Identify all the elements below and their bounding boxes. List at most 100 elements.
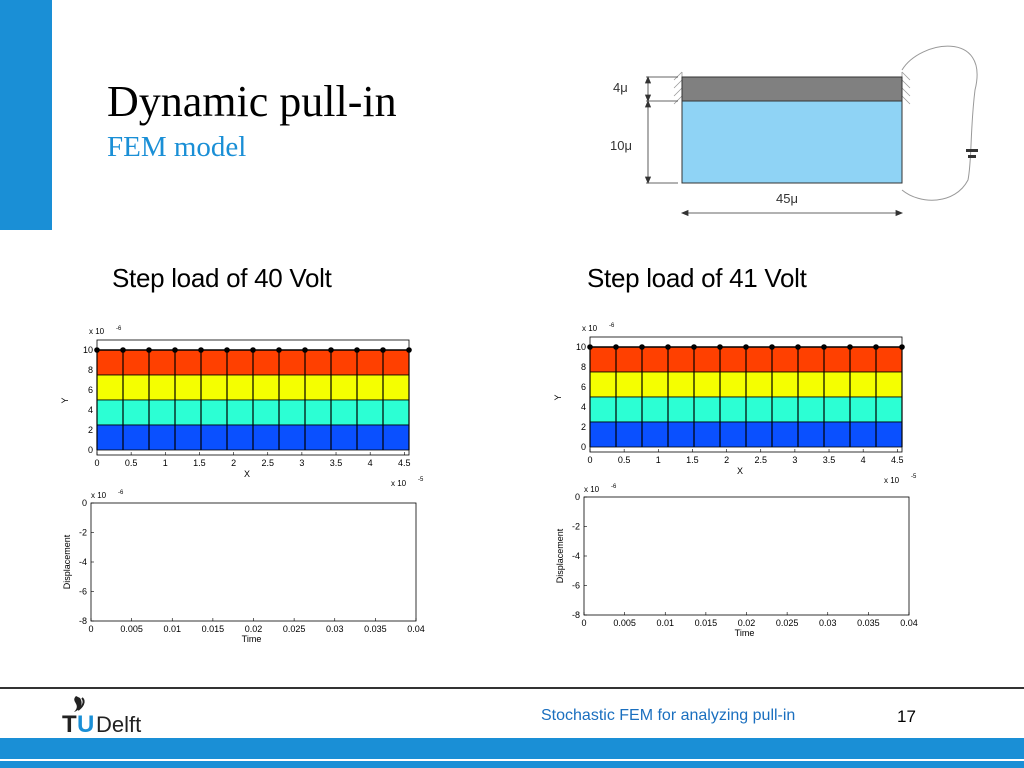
bottom-band xyxy=(0,738,1024,768)
y-tick-label: -6 xyxy=(79,587,87,597)
slide-subtitle: FEM model xyxy=(107,131,247,163)
x-tick-label: 0 xyxy=(88,624,93,634)
y-tick-label: 2 xyxy=(88,425,93,435)
y-tick-label: 0 xyxy=(575,492,580,502)
y-scale-exponent: -6 xyxy=(116,326,122,332)
x-tick-label: 0.01 xyxy=(656,618,674,628)
y-axis-label: Y xyxy=(553,394,563,400)
caption-41v: Step load of 41 Volt xyxy=(587,263,807,293)
mesh-plot-41v: 0 0.5 1 1.5 2 2.5 3 3.5 4 4.5 10 8 6 4 2 0 X Yx 10 -6 x 10 -… xyxy=(553,323,917,485)
y-tick-label: -4 xyxy=(572,551,580,561)
y-tick-label: 0 xyxy=(581,442,586,452)
x-axis-label: X xyxy=(244,469,250,479)
gap-rect xyxy=(681,100,903,184)
x-tick-label: 0.03 xyxy=(326,624,344,634)
disp-frame xyxy=(583,496,910,616)
x-tick-label: 0.5 xyxy=(618,455,631,465)
x-tick-label: 2 xyxy=(724,455,729,465)
y-tick-label: 6 xyxy=(581,382,586,392)
y-tick-label: 10 xyxy=(83,345,93,355)
y-tick-label: -8 xyxy=(79,616,87,626)
y-scale-label: x 10 xyxy=(91,491,107,500)
circuit-wire xyxy=(901,45,978,201)
x-tick-label: 4 xyxy=(368,458,373,468)
y-tick-label: 0 xyxy=(88,445,93,455)
displacement-plot-41v: 0 0.005 0.01 0.015 0.02 0.025 0.03 0.035 0.04 0 -2… xyxy=(555,484,918,638)
x-tick-label: 2.5 xyxy=(261,458,274,468)
ground-symbol xyxy=(966,149,978,152)
x-tick-label: 0.015 xyxy=(202,624,225,634)
y-tick-label: -2 xyxy=(572,522,580,532)
y-tick-label: -6 xyxy=(572,581,580,591)
x-tick-label: 3 xyxy=(792,455,797,465)
disp-frame xyxy=(90,502,417,622)
dim-side-label: 10μ xyxy=(610,138,632,153)
displacement-plot-40v: 0 0.005 0.01 0.015 0.02 0.025 0.03 0.035 0.04 0 -2… xyxy=(62,490,425,644)
x-tick-label: 2.5 xyxy=(754,455,767,465)
x-tick-label: 1 xyxy=(656,455,661,465)
x-tick-label: 3.5 xyxy=(330,458,343,468)
dim-bottom-label: 45μ xyxy=(776,191,798,206)
x-tick-label: 0.5 xyxy=(125,458,138,468)
tudelft-logo: T U Delft xyxy=(62,696,141,738)
y-tick-label: 2 xyxy=(581,422,586,432)
flame-icon xyxy=(74,696,85,712)
y-tick-label: 8 xyxy=(88,365,93,375)
footer-text: Stochastic FEM for analyzing pull-in xyxy=(541,707,796,724)
x-tick-label: 0.035 xyxy=(364,624,387,634)
x-tick-label: 0.04 xyxy=(900,618,918,628)
x-scale-label: x 10 xyxy=(391,479,407,488)
x-tick-label: 4.5 xyxy=(398,458,411,468)
x-tick-label: 0 xyxy=(587,455,592,465)
x-tick-label: 0.02 xyxy=(245,624,263,634)
y-tick-label: 4 xyxy=(88,405,93,415)
logo-delft: Delft xyxy=(96,712,141,737)
y-scale-label: x 10 xyxy=(582,324,598,333)
x-tick-label: 1 xyxy=(163,458,168,468)
accent-bar xyxy=(0,0,52,230)
y-axis-label: Y xyxy=(60,397,70,403)
y-tick-label: -2 xyxy=(79,528,87,538)
y-tick-label: 6 xyxy=(88,385,93,395)
y-axis-label: Displacement xyxy=(62,534,72,589)
x-scale-exponent: -5 xyxy=(418,477,424,483)
x-tick-label: 0.005 xyxy=(120,624,143,634)
y-tick-label: 10 xyxy=(576,342,586,352)
dim-top-label: 4μ xyxy=(613,80,628,95)
y-scale-exponent: -6 xyxy=(611,484,617,490)
x-tick-label: 0.035 xyxy=(857,618,880,628)
x-tick-label: 3 xyxy=(299,458,304,468)
x-scale-label: x 10 xyxy=(884,476,900,485)
y-scale-label: x 10 xyxy=(89,327,105,336)
x-tick-label: 0.015 xyxy=(695,618,718,628)
y-axis-label: Displacement xyxy=(555,528,565,583)
x-tick-label: 0 xyxy=(581,618,586,628)
logo-u: U xyxy=(77,711,94,738)
x-axis-label: Time xyxy=(242,634,262,644)
x-axis-label: Time xyxy=(735,628,755,638)
y-scale-label: x 10 xyxy=(584,485,600,494)
x-tick-label: 0.04 xyxy=(407,624,425,634)
x-tick-label: 0.025 xyxy=(283,624,306,634)
y-tick-label: 4 xyxy=(581,402,586,412)
beam-rect xyxy=(681,76,903,102)
x-tick-label: 4.5 xyxy=(891,455,904,465)
x-tick-label: 1.5 xyxy=(686,455,699,465)
x-axis-label: X xyxy=(737,466,743,476)
logo-t: T xyxy=(62,711,77,738)
y-tick-label: -4 xyxy=(79,557,87,567)
x-tick-label: 0.02 xyxy=(738,618,756,628)
x-tick-label: 0 xyxy=(94,458,99,468)
footer-divider xyxy=(0,687,1024,689)
support-right-hatch xyxy=(901,71,911,108)
x-tick-label: 0.025 xyxy=(776,618,799,628)
x-tick-label: 3.5 xyxy=(823,455,836,465)
bottom-band-line xyxy=(0,759,1024,761)
caption-40v: Step load of 40 Volt xyxy=(112,263,332,293)
y-tick-label: -8 xyxy=(572,610,580,620)
page-number: 17 xyxy=(897,707,916,726)
x-tick-label: 0.005 xyxy=(613,618,636,628)
x-tick-label: 2 xyxy=(231,458,236,468)
x-scale-exponent: -5 xyxy=(911,474,917,480)
x-tick-label: 0.01 xyxy=(163,624,181,634)
